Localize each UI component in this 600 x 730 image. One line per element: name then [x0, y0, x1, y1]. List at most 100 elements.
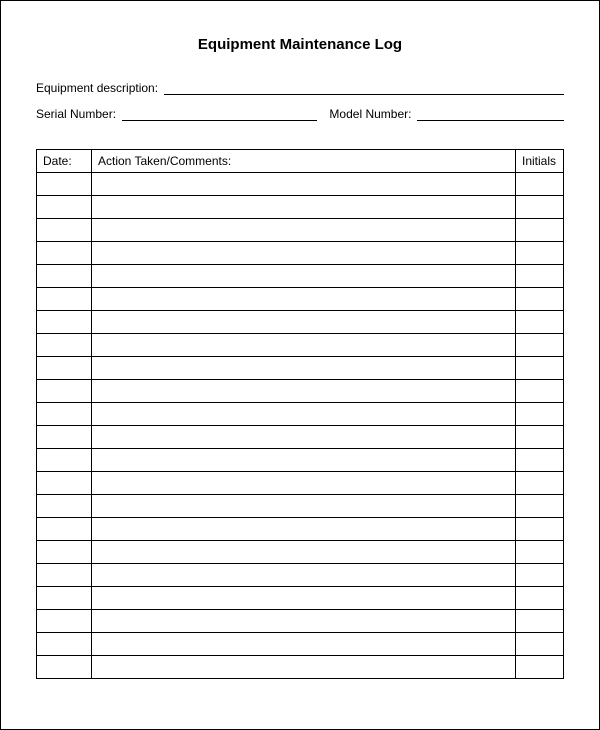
- document-page: Equipment Maintenance Log Equipment desc…: [0, 0, 600, 730]
- table-row: [37, 219, 564, 242]
- cell-action[interactable]: [92, 449, 516, 472]
- cell-date[interactable]: [37, 265, 92, 288]
- cell-action[interactable]: [92, 518, 516, 541]
- cell-initials[interactable]: [516, 334, 564, 357]
- page-title: Equipment Maintenance Log: [36, 36, 564, 53]
- cell-date[interactable]: [37, 219, 92, 242]
- cell-action[interactable]: [92, 564, 516, 587]
- cell-date[interactable]: [37, 564, 92, 587]
- cell-date[interactable]: [37, 541, 92, 564]
- cell-action[interactable]: [92, 357, 516, 380]
- cell-date[interactable]: [37, 357, 92, 380]
- cell-initials[interactable]: [516, 541, 564, 564]
- cell-action[interactable]: [92, 541, 516, 564]
- table-row: [37, 311, 564, 334]
- cell-initials[interactable]: [516, 173, 564, 196]
- cell-initials[interactable]: [516, 449, 564, 472]
- cell-date[interactable]: [37, 656, 92, 679]
- cell-initials[interactable]: [516, 426, 564, 449]
- table-row: [37, 587, 564, 610]
- cell-action[interactable]: [92, 610, 516, 633]
- cell-initials[interactable]: [516, 357, 564, 380]
- table-row: [37, 196, 564, 219]
- cell-date[interactable]: [37, 426, 92, 449]
- cell-initials[interactable]: [516, 633, 564, 656]
- cell-initials[interactable]: [516, 656, 564, 679]
- serial-model-row: Serial Number: Model Number:: [36, 107, 564, 121]
- model-number-field[interactable]: [417, 107, 564, 121]
- table-row: [37, 449, 564, 472]
- cell-date[interactable]: [37, 449, 92, 472]
- cell-action[interactable]: [92, 403, 516, 426]
- table-row: [37, 426, 564, 449]
- equipment-description-label: Equipment description:: [36, 81, 158, 95]
- cell-action[interactable]: [92, 265, 516, 288]
- table-row: [37, 518, 564, 541]
- table-row: [37, 242, 564, 265]
- cell-date[interactable]: [37, 472, 92, 495]
- equipment-description-field[interactable]: [164, 81, 564, 95]
- cell-date[interactable]: [37, 242, 92, 265]
- cell-initials[interactable]: [516, 403, 564, 426]
- model-number-label: Model Number:: [329, 107, 411, 121]
- cell-initials[interactable]: [516, 288, 564, 311]
- cell-date[interactable]: [37, 311, 92, 334]
- cell-initials[interactable]: [516, 265, 564, 288]
- table-row: [37, 564, 564, 587]
- table-row: [37, 610, 564, 633]
- table-row: [37, 357, 564, 380]
- cell-action[interactable]: [92, 656, 516, 679]
- cell-action[interactable]: [92, 633, 516, 656]
- table-row: [37, 472, 564, 495]
- cell-action[interactable]: [92, 219, 516, 242]
- cell-date[interactable]: [37, 380, 92, 403]
- cell-date[interactable]: [37, 288, 92, 311]
- cell-action[interactable]: [92, 173, 516, 196]
- cell-action[interactable]: [92, 495, 516, 518]
- equipment-description-row: Equipment description:: [36, 81, 564, 95]
- spacer: [36, 133, 564, 149]
- col-header-initials: Initials: [516, 150, 564, 173]
- table-row: [37, 173, 564, 196]
- cell-initials[interactable]: [516, 311, 564, 334]
- cell-action[interactable]: [92, 311, 516, 334]
- cell-initials[interactable]: [516, 495, 564, 518]
- table-row: [37, 403, 564, 426]
- cell-action[interactable]: [92, 196, 516, 219]
- cell-action[interactable]: [92, 242, 516, 265]
- cell-action[interactable]: [92, 380, 516, 403]
- cell-action[interactable]: [92, 472, 516, 495]
- cell-action[interactable]: [92, 426, 516, 449]
- col-header-action: Action Taken/Comments:: [92, 150, 516, 173]
- cell-initials[interactable]: [516, 219, 564, 242]
- cell-initials[interactable]: [516, 587, 564, 610]
- cell-initials[interactable]: [516, 196, 564, 219]
- table-row: [37, 495, 564, 518]
- cell-date[interactable]: [37, 587, 92, 610]
- serial-number-field[interactable]: [122, 107, 317, 121]
- cell-date[interactable]: [37, 610, 92, 633]
- cell-initials[interactable]: [516, 472, 564, 495]
- table-row: [37, 380, 564, 403]
- cell-initials[interactable]: [516, 564, 564, 587]
- cell-date[interactable]: [37, 334, 92, 357]
- cell-date[interactable]: [37, 196, 92, 219]
- col-header-date: Date:: [37, 150, 92, 173]
- cell-initials[interactable]: [516, 518, 564, 541]
- cell-action[interactable]: [92, 288, 516, 311]
- cell-date[interactable]: [37, 518, 92, 541]
- table-row: [37, 288, 564, 311]
- cell-initials[interactable]: [516, 610, 564, 633]
- cell-date[interactable]: [37, 495, 92, 518]
- cell-initials[interactable]: [516, 380, 564, 403]
- cell-action[interactable]: [92, 334, 516, 357]
- serial-number-label: Serial Number:: [36, 107, 116, 121]
- table-row: [37, 633, 564, 656]
- cell-action[interactable]: [92, 587, 516, 610]
- cell-date[interactable]: [37, 633, 92, 656]
- maintenance-log-table: Date: Action Taken/Comments: Initials: [36, 149, 564, 679]
- cell-date[interactable]: [37, 403, 92, 426]
- cell-date[interactable]: [37, 173, 92, 196]
- cell-initials[interactable]: [516, 242, 564, 265]
- table-row: [37, 265, 564, 288]
